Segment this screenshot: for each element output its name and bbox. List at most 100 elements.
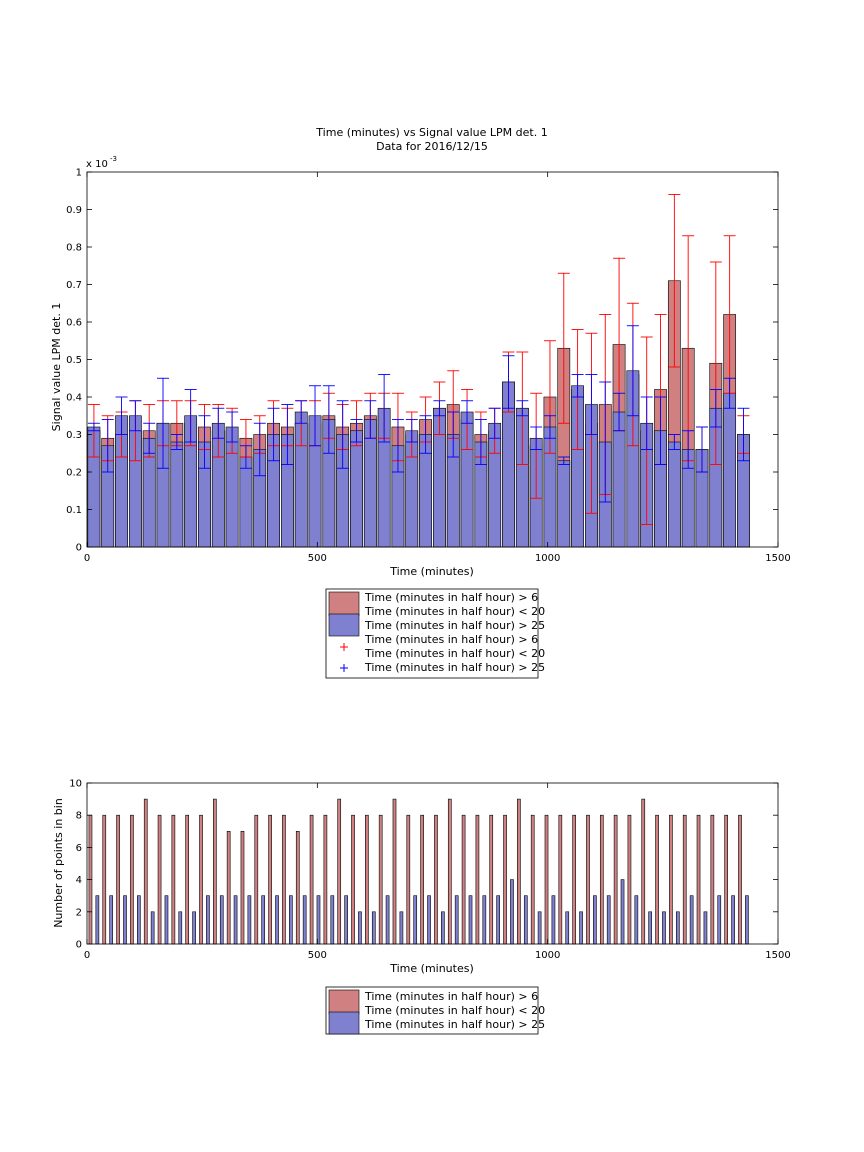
count-bar-blue <box>247 895 252 945</box>
y-exponent-base: x 10 <box>86 159 108 170</box>
signal-errorbar-blue <box>585 374 598 435</box>
signal-errorbar-blue <box>682 430 695 469</box>
0-y-tick-label: 0.4 <box>66 393 82 404</box>
1-x-tick-label: 500 <box>308 950 327 961</box>
signal-chart-title: Time (minutes) vs Signal value LPM det. … <box>315 126 547 139</box>
count-bar-red <box>710 814 715 945</box>
count-bar-red <box>171 814 176 945</box>
count-bar-red <box>102 814 107 945</box>
0-y-tick-label: 0 <box>76 543 82 554</box>
count-bar-red <box>627 814 632 945</box>
signal-errorbar-blue <box>157 377 170 469</box>
count-bar-red <box>461 814 466 945</box>
signal-errorbar-blue <box>267 407 280 462</box>
count-bar-red <box>558 814 563 945</box>
count-bars-blue <box>95 879 749 945</box>
signal-legend-marker-blue <box>340 664 348 672</box>
signal-legend-red-line1: Time (minutes in half hour) > 6 <box>364 591 538 604</box>
count-bar-red <box>655 814 659 945</box>
count-legend-blue-line: Time (minutes in half hour) > 25 <box>364 1018 545 1031</box>
signal-errorbar-blue <box>419 415 432 454</box>
signal-chart-subtitle: Data for 2016/12/15 <box>376 140 488 153</box>
signal-bar-blue <box>350 430 363 548</box>
count-bar-red <box>669 814 673 945</box>
count-bar-blue <box>399 911 404 945</box>
count-bar-red <box>282 814 286 945</box>
signal-errorbar-blue <box>474 419 487 465</box>
count-bar-blue <box>606 895 611 945</box>
signal-errorbar-blue <box>695 426 708 473</box>
count-bar-blue <box>565 911 570 945</box>
count-bar-blue <box>648 911 652 945</box>
signal-bar-blue <box>557 460 571 548</box>
signal-errorbar-blue <box>391 419 404 473</box>
count-bar-red <box>309 814 314 945</box>
signal-bar-blue <box>723 392 737 548</box>
count-bar-blue <box>537 911 542 945</box>
signal-errorbar-blue <box>170 434 183 450</box>
0-x-tick-label: 1500 <box>765 553 790 564</box>
count-bar-red <box>213 798 217 945</box>
signal-y-ticks: 0 0.1 0.2 0.3 0.4 0.5 0.6 0.7 0.8 0.9 1 <box>66 168 778 554</box>
count-legend-red-line2: Time (minutes in half hour) < 20 <box>364 1004 545 1017</box>
signal-bar-blue <box>170 441 184 548</box>
signal-errorbar-blue <box>143 422 156 454</box>
signal-errorbar-blue <box>295 400 308 424</box>
0-y-tick-label: 0.1 <box>66 505 82 516</box>
count-bar-red <box>475 814 480 945</box>
count-bar-red <box>116 814 120 945</box>
count-bar-red <box>157 814 162 945</box>
count-bar-blue <box>620 879 625 945</box>
count-bar-blue <box>289 895 293 945</box>
count-bar-blue <box>413 895 418 945</box>
signal-errorbar-blue <box>115 396 128 435</box>
count-bar-blue <box>385 895 390 945</box>
0-y-tick-label: 0.5 <box>66 355 82 366</box>
signal-errorbar-blue <box>281 404 294 465</box>
signal-errorbar-blue <box>129 400 142 432</box>
count-bar-red <box>337 798 342 945</box>
0-x-tick-label: 0 <box>84 553 90 564</box>
0-y-tick-label: 0.6 <box>66 318 82 329</box>
1-y-tick-label: 2 <box>76 907 82 918</box>
count-bar-blue <box>233 895 238 945</box>
count-bar-blue <box>302 895 307 945</box>
1-y-tick-label: 0 <box>76 940 82 951</box>
signal-legend-marker-red <box>340 643 348 651</box>
count-bar-red <box>226 830 231 945</box>
count-bar-blue <box>261 895 266 945</box>
signal-errorbar-blue <box>364 400 377 439</box>
count-bar-red <box>572 814 576 945</box>
0-x-tick-label: 1000 <box>535 553 560 564</box>
count-bar-blue <box>206 895 210 945</box>
signal-errorbar-blue <box>668 434 681 450</box>
signal-errorbar-blue <box>350 419 363 443</box>
signal-errorbar-red <box>557 272 570 424</box>
signal-errorbar-blue <box>198 415 211 469</box>
count-bar-red <box>724 814 728 945</box>
signal-errorbar-blue <box>322 385 335 454</box>
count-bar-red <box>738 814 742 945</box>
count-chart: 0 2 4 6 8 10 0 500 1000 1500 Time (minutes) Numb… <box>52 779 791 1035</box>
count-x-ticks: 0 500 1000 1500 <box>84 783 791 961</box>
count-bar-blue <box>454 895 459 945</box>
count-bar-blue <box>593 895 597 945</box>
count-y-ticks: 0 2 4 6 8 10 <box>69 779 778 951</box>
count-bar-red <box>613 814 618 945</box>
signal-errorbar-blue <box>640 396 653 450</box>
signal-errorbar-blue <box>447 411 460 458</box>
count-bar-red <box>143 798 148 945</box>
count-legend-red-line1: Time (minutes in half hour) > 6 <box>364 990 538 1003</box>
count-bar-red <box>185 814 190 945</box>
count-bar-blue <box>275 895 279 945</box>
count-bar-blue <box>579 911 583 945</box>
count-bar-blue <box>344 895 348 945</box>
signal-errorbar-blue <box>571 374 584 398</box>
0-y-tick-label: 0.9 <box>66 205 82 216</box>
count-bar-red <box>586 814 590 945</box>
count-plot-frame <box>86 782 779 945</box>
signal-errorbar-blue <box>405 419 418 443</box>
count-bar-blue <box>703 911 708 945</box>
count-bar-blue <box>510 879 514 945</box>
signal-errorbar-blue <box>709 389 722 428</box>
